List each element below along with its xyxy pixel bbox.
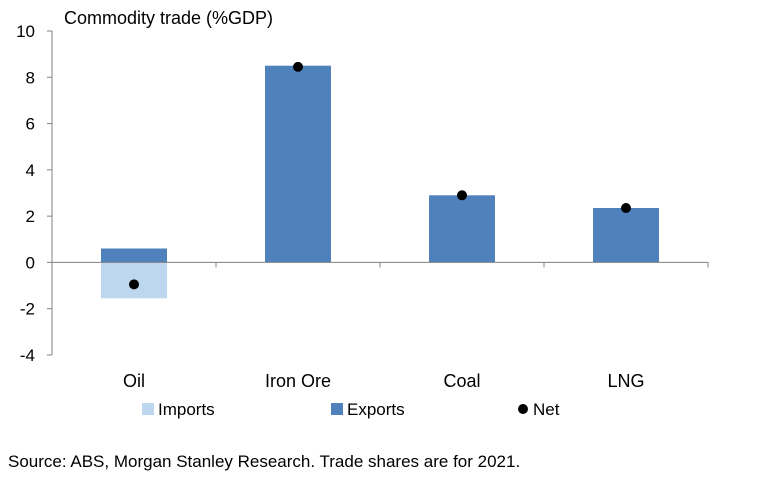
legend-label-exports: Exports	[347, 400, 405, 419]
legend-label-net: Net	[533, 400, 560, 419]
chart-title: Commodity trade (%GDP)	[64, 8, 273, 28]
source-note: Source: ABS, Morgan Stanley Research. Tr…	[8, 452, 520, 471]
bar-exports-iron-ore	[265, 65, 331, 263]
category-label-lng: LNG	[607, 371, 644, 391]
category-label-coal: Coal	[443, 371, 480, 391]
legend-swatch-net	[518, 404, 528, 414]
points-layer	[129, 61, 631, 290]
y-tick-label: 2	[26, 207, 35, 226]
bar-exports-coal	[429, 195, 495, 263]
bar-exports-lng	[593, 208, 659, 263]
y-tick-label: 4	[26, 161, 35, 180]
y-tick-label: 10	[16, 22, 35, 41]
labels-layer: -4 -2 0 2 4 6 8 10 Oil Iron Ore Coal LNG	[16, 22, 644, 391]
point-net-lng	[621, 203, 631, 213]
y-tick-label: 0	[26, 253, 35, 272]
y-tick-label: 6	[26, 115, 35, 134]
category-label-iron-ore: Iron Ore	[265, 371, 331, 391]
point-net-coal	[457, 190, 467, 201]
bar-exports-oil	[101, 248, 167, 263]
point-net-oil	[129, 279, 139, 290]
legend-swatch-exports	[331, 403, 343, 415]
legend: Imports Exports Net	[142, 400, 560, 419]
y-tick-label: -2	[20, 300, 35, 319]
point-net-iron-ore	[293, 61, 303, 72]
y-tick-label: -4	[20, 346, 35, 365]
legend-swatch-imports	[142, 403, 154, 415]
category-label-oil: Oil	[123, 371, 145, 391]
y-tick-label: 8	[26, 68, 35, 87]
axes-layer	[47, 30, 709, 356]
legend-label-imports: Imports	[158, 400, 215, 419]
bars-layer	[101, 65, 659, 299]
